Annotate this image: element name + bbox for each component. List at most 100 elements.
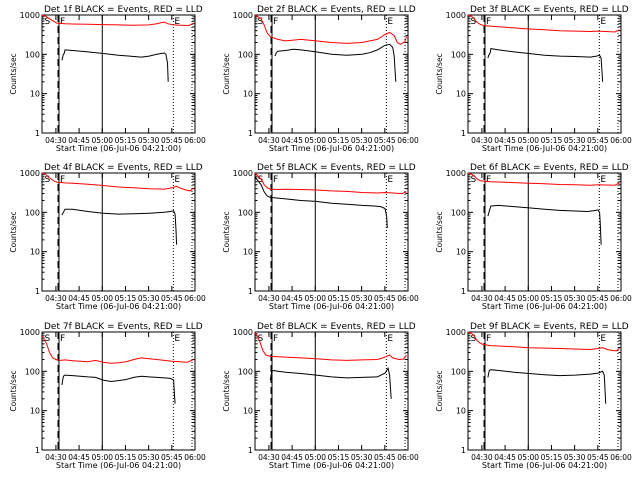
x-tick-label: 06:00	[397, 294, 419, 303]
x-tick-label: 04:45	[281, 453, 303, 462]
series-black-events	[61, 374, 176, 404]
y-axis-label: Counts/sec	[222, 211, 231, 252]
marker-S: S	[471, 334, 477, 344]
x-tick-label: 06:00	[184, 294, 206, 303]
y-tick-label: 1000	[233, 11, 253, 20]
x-tick-label: 04:30	[471, 453, 493, 462]
x-axis-label: Start Time (06-Jul-06 04:21:00)	[269, 461, 394, 470]
y-axis-label: Counts/sec	[222, 53, 231, 94]
x-tick-label: 06:00	[610, 136, 632, 145]
chart-panel-1: Det 1f BLACK = Events, RED = LLD 1 10 100 10…	[9, 5, 206, 153]
x-tick-label: 05:15	[328, 294, 350, 303]
x-tick-label: 05:45	[587, 136, 609, 145]
y-tick-label: 10	[456, 248, 466, 257]
plot-frame	[254, 14, 409, 134]
y-tick-label: 1000	[20, 169, 40, 178]
x-tick-label: 06:00	[184, 453, 206, 462]
marker-F: F	[486, 17, 491, 27]
x-tick-label: 05:00	[517, 294, 539, 303]
plot-frame	[467, 14, 622, 134]
x-tick-label: 06:00	[610, 453, 632, 462]
x-tick-label: 05:00	[91, 294, 113, 303]
x-tick-label: 04:45	[494, 294, 516, 303]
x-tick-label: 05:15	[328, 453, 350, 462]
marker-F: F	[60, 175, 65, 185]
y-tick-label: 1000	[446, 11, 466, 20]
x-tick-label: 05:00	[304, 294, 326, 303]
series-red-lld	[467, 331, 620, 352]
marker-F: F	[273, 334, 278, 344]
y-tick-label: 100	[25, 50, 40, 59]
x-tick-label: 05:45	[374, 294, 396, 303]
y-tick-label: 10	[243, 90, 253, 99]
y-tick-label: 1	[461, 129, 466, 138]
y-tick-label: 100	[451, 208, 466, 217]
x-tick-label: 04:30	[45, 294, 67, 303]
marker-E: E	[600, 175, 606, 185]
series-black-events	[254, 176, 388, 229]
y-axis-label: Counts/sec	[9, 370, 18, 411]
y-axis-label: Counts/sec	[435, 53, 444, 94]
x-tick-label: 05:15	[541, 136, 563, 145]
chart-title: Det 9f BLACK = Events, RED = LLD	[470, 322, 629, 332]
chart-title: Det 1f BLACK = Events, RED = LLD	[44, 5, 203, 15]
x-tick-label: 05:30	[351, 136, 373, 145]
x-tick-label: 04:30	[258, 453, 280, 462]
marker-S: S	[258, 175, 264, 185]
y-tick-label: 100	[25, 367, 40, 376]
x-tick-label: 04:30	[258, 294, 280, 303]
x-tick-label: 05:30	[351, 294, 373, 303]
x-tick-label: 05:30	[564, 136, 586, 145]
y-tick-label: 1000	[233, 169, 253, 178]
marker-E: E	[387, 17, 393, 27]
chart-panel-5: Det 5f BLACK = Events, RED = LLD 1 10 100 10…	[222, 163, 419, 311]
x-tick-label: 06:00	[184, 136, 206, 145]
y-tick-label: 10	[30, 90, 40, 99]
x-axis-label: Start Time (06-Jul-06 04:21:00)	[482, 461, 607, 470]
y-tick-label: 1000	[233, 328, 253, 337]
marker-F: F	[486, 175, 491, 185]
marker-S: S	[471, 17, 477, 27]
x-tick-label: 04:30	[471, 136, 493, 145]
x-tick-label: 04:45	[68, 136, 90, 145]
x-tick-label: 04:30	[258, 136, 280, 145]
series-red-lld	[41, 14, 194, 27]
x-tick-label: 04:45	[494, 453, 516, 462]
x-tick-label: 05:00	[304, 136, 326, 145]
y-tick-label: 100	[451, 50, 466, 59]
x-axis-label: Start Time (06-Jul-06 04:21:00)	[482, 302, 607, 311]
x-tick-label: 05:00	[91, 453, 113, 462]
y-tick-label: 1000	[20, 11, 40, 20]
marker-E: E	[600, 17, 606, 27]
marker-F: F	[60, 17, 65, 27]
x-tick-label: 05:45	[161, 453, 183, 462]
x-tick-label: 04:45	[68, 453, 90, 462]
marker-E: E	[174, 17, 180, 27]
plot-frame	[467, 331, 622, 451]
x-tick-label: 05:15	[541, 453, 563, 462]
x-tick-label: 05:30	[138, 136, 160, 145]
y-tick-label: 1	[248, 129, 253, 138]
series-black-events	[61, 208, 178, 245]
series-black-events	[487, 204, 602, 245]
y-tick-label: 1	[461, 446, 466, 455]
chart-title: Det 4f BLACK = Events, RED = LLD	[44, 163, 203, 173]
y-axis-label: Counts/sec	[435, 370, 444, 411]
series-red-lld	[254, 14, 407, 45]
x-axis-label: Start Time (06-Jul-06 04:21:00)	[56, 461, 181, 470]
y-tick-label: 100	[451, 367, 466, 376]
marker-F: F	[273, 17, 278, 27]
series-black-events	[269, 366, 392, 399]
x-tick-label: 05:15	[328, 136, 350, 145]
y-axis-label: Counts/sec	[435, 211, 444, 252]
marker-E: E	[387, 175, 393, 185]
x-tick-label: 05:00	[517, 453, 539, 462]
marker-S: S	[45, 17, 51, 27]
x-tick-label: 04:30	[45, 453, 67, 462]
plot-frame	[254, 172, 409, 292]
y-tick-label: 1000	[20, 328, 40, 337]
x-tick-label: 04:45	[281, 294, 303, 303]
x-tick-label: 05:00	[304, 453, 326, 462]
chart-title: Det 5f BLACK = Events, RED = LLD	[257, 163, 416, 173]
y-tick-label: 1000	[446, 169, 466, 178]
